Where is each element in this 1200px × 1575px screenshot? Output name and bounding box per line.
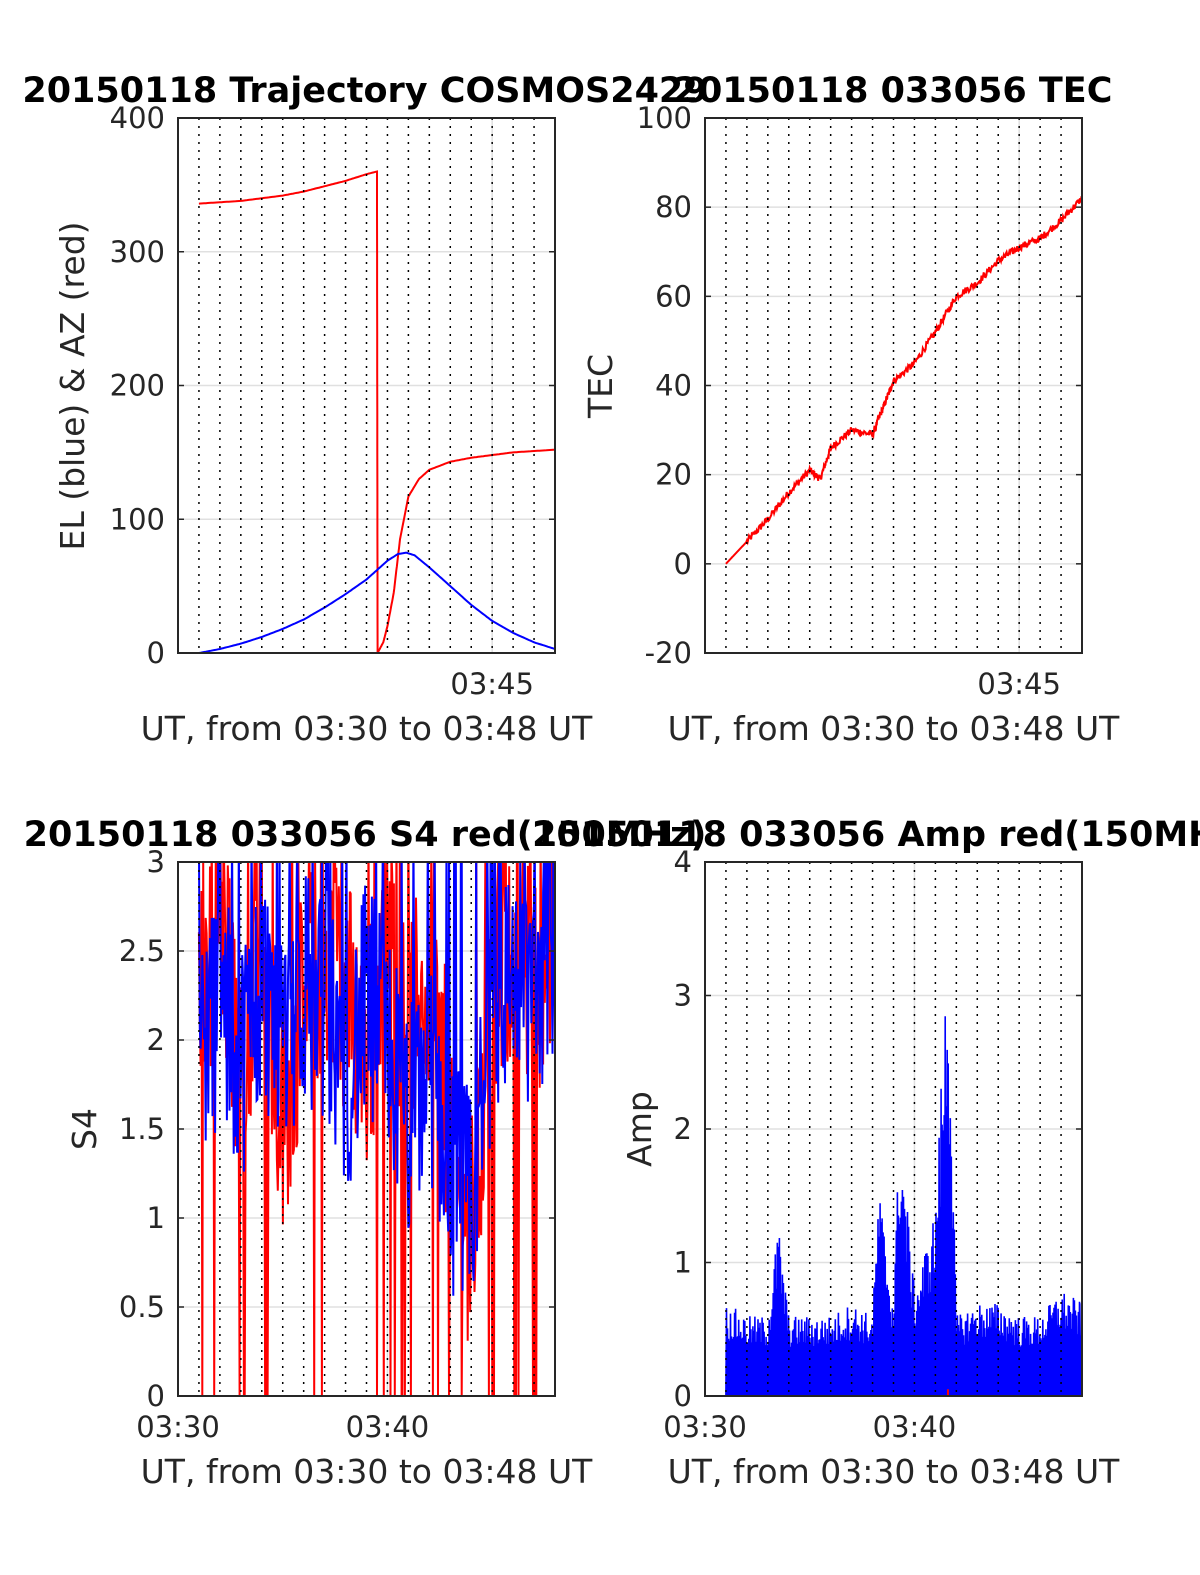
y-tick-label: 2.5 xyxy=(119,934,165,968)
x-tick-label: 03:45 xyxy=(977,667,1061,701)
x-tick-label: 03:45 xyxy=(450,667,534,701)
plot-area xyxy=(725,1016,1082,1396)
y-tick-label: 300 xyxy=(110,235,165,269)
plot-area xyxy=(197,862,555,1396)
series-line-0 xyxy=(198,170,555,653)
y-tick-label: 1 xyxy=(147,1201,165,1235)
x-axis-label: UT, from 03:30 to 03:48 UT xyxy=(141,709,594,748)
chart-panel-1: -20 0 20 40 60 80 100 03:45 UT, from 03:30 to 03… xyxy=(581,71,1120,748)
chart-title: 20150118 033056 Amp red(150MHz) xyxy=(532,815,1200,855)
y-tick-label: 0 xyxy=(147,1379,165,1413)
x-axis-label: UT, from 03:30 to 03:48 UT xyxy=(668,709,1121,748)
y-axis-label: S4 xyxy=(65,1108,104,1150)
y-tick-label: 3 xyxy=(674,979,692,1013)
x-tick-label: 03:40 xyxy=(873,1410,957,1444)
x-axis-label: UT, from 03:30 to 03:48 UT xyxy=(141,1452,594,1491)
chart-panel-2: 0 0.5 1 1.5 2 2.5 3 03:30 03:40 UT, from 03:30 to… xyxy=(24,815,707,1491)
y-tick-label: 2 xyxy=(674,1112,692,1146)
y-tick-label: 200 xyxy=(110,369,165,403)
series-line-0 xyxy=(725,1016,1082,1396)
y-tick-label: 1 xyxy=(674,1246,692,1280)
y-tick-label: -20 xyxy=(645,636,692,670)
y-tick-label: 40 xyxy=(655,369,692,403)
y-tick-label: 20 xyxy=(655,458,692,492)
y-tick-label: 3 xyxy=(147,845,165,879)
y-tick-label: 0 xyxy=(674,1379,692,1413)
y-tick-label: 80 xyxy=(655,190,692,224)
y-axis-label: Amp xyxy=(620,1091,659,1167)
x-axis-label: UT, from 03:30 to 03:48 UT xyxy=(668,1452,1121,1491)
chart-panel-3: 0 1 2 3 4 03:30 03:40 UT, from 03:30 to 03:48 U… xyxy=(532,815,1200,1491)
y-tick-label: 4 xyxy=(674,845,692,879)
y-tick-label: 100 xyxy=(110,502,165,536)
series-line-0 xyxy=(725,196,1082,565)
chart-title: 20150118 033056 TEC xyxy=(674,71,1113,111)
y-tick-label: 1.5 xyxy=(119,1112,165,1146)
y-tick-label: 0.5 xyxy=(119,1290,165,1324)
y-axis-label: TEC xyxy=(581,354,620,419)
chart-title: 20150118 033056 S4 red(150MHz) xyxy=(24,815,707,855)
chart-title: 20150118 Trajectory COSMOS2429 xyxy=(22,71,707,111)
plot-area xyxy=(725,196,1082,565)
x-tick-label: 03:30 xyxy=(136,1410,220,1444)
series-line-1 xyxy=(198,862,555,1296)
series-line-1 xyxy=(198,551,555,653)
y-tick-label: 100 xyxy=(637,101,692,135)
y-tick-label: 2 xyxy=(147,1023,165,1057)
y-tick-label: 400 xyxy=(110,101,165,135)
y-tick-label: 0 xyxy=(674,547,692,581)
plot-area xyxy=(198,170,555,653)
y-tick-label: 0 xyxy=(147,636,165,670)
y-axis-label: EL (blue) & AZ (red) xyxy=(53,221,92,550)
x-tick-label: 03:40 xyxy=(346,1410,430,1444)
x-tick-label: 03:30 xyxy=(663,1410,747,1444)
y-tick-label: 60 xyxy=(655,279,692,313)
